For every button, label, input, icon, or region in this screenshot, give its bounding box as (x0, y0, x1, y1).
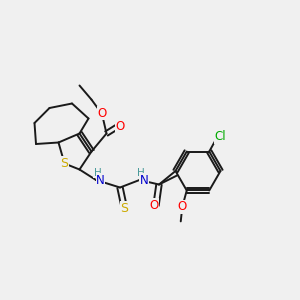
Text: O: O (178, 200, 187, 214)
Text: N: N (96, 173, 105, 187)
Text: O: O (149, 199, 158, 212)
Text: H: H (137, 167, 145, 178)
Text: H: H (94, 167, 101, 178)
Text: N: N (140, 173, 148, 187)
Text: O: O (98, 106, 106, 120)
Text: O: O (116, 119, 125, 133)
Text: Cl: Cl (214, 130, 226, 143)
Text: S: S (121, 202, 128, 215)
Text: S: S (61, 157, 68, 170)
